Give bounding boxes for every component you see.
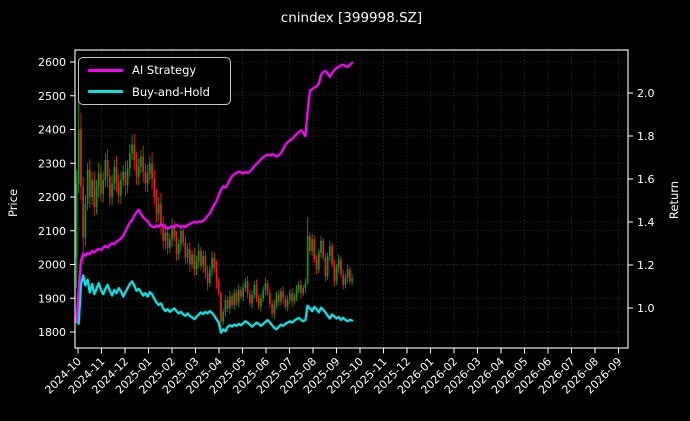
legend-label-buy-and-hold: Buy-and-Hold xyxy=(132,84,210,99)
return-axis-label: Return xyxy=(667,180,681,220)
axis-tick-labels: 1800 1900 2000 2100 2200 2300 2400 2500 2600 1.0 1… xyxy=(38,56,655,397)
legend-item-buy-and-hold: Buy-and-Hold xyxy=(79,82,230,102)
svg-text:1.2: 1.2 xyxy=(637,259,655,272)
price-axis-label: Price xyxy=(6,188,20,218)
buy-and-hold-line xyxy=(75,274,354,334)
svg-text:1.8: 1.8 xyxy=(637,130,655,143)
legend-item-ai-strategy: AI Strategy xyxy=(79,60,230,80)
chart-title: cnindex [399998.SZ] xyxy=(280,10,423,26)
svg-text:1.0: 1.0 xyxy=(637,302,655,315)
ai-strategy-line xyxy=(75,61,354,324)
axis-ticks xyxy=(70,61,633,354)
legend-label-ai-strategy: AI Strategy xyxy=(132,63,197,78)
svg-text:2000: 2000 xyxy=(38,259,66,272)
svg-text:2200: 2200 xyxy=(38,191,66,204)
svg-text:2500: 2500 xyxy=(38,90,66,103)
legend: AI Strategy Buy-and-Hold xyxy=(78,57,231,105)
svg-text:1900: 1900 xyxy=(38,292,66,305)
svg-text:1800: 1800 xyxy=(38,326,66,339)
svg-text:2.0: 2.0 xyxy=(637,87,655,100)
svg-text:2100: 2100 xyxy=(38,225,66,238)
svg-text:1.6: 1.6 xyxy=(637,173,655,186)
ai-strategy-line-swatch xyxy=(88,68,123,72)
svg-text:1.4: 1.4 xyxy=(637,216,655,229)
svg-text:2400: 2400 xyxy=(38,124,66,137)
svg-text:2300: 2300 xyxy=(38,157,66,170)
buy-and-hold-line-swatch xyxy=(88,90,123,94)
plot-border xyxy=(74,49,629,349)
svg-text:2600: 2600 xyxy=(38,56,66,69)
candlestick-series xyxy=(75,62,353,334)
grid xyxy=(75,50,628,348)
